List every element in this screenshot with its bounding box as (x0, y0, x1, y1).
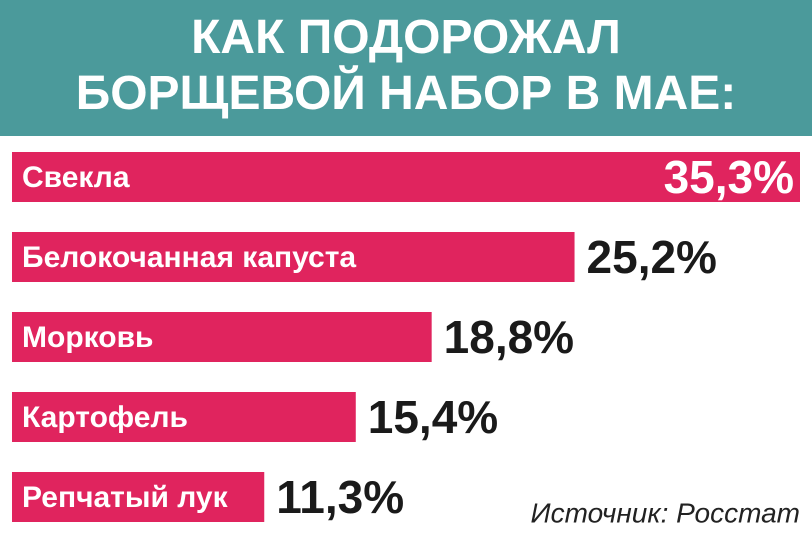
source: Источник: Росстат (531, 497, 800, 528)
value-label: 15,4% (368, 391, 498, 443)
category-label: Белокочанная капуста (22, 241, 356, 274)
value-label: 25,2% (587, 231, 717, 283)
bar (12, 312, 432, 362)
chart-title: КАК ПОДОРОЖАЛ БОРЩЕВОЙ НАБОР В МАЕ: (0, 0, 812, 136)
category-label: Картофель (22, 401, 188, 434)
category-label: Свекла (22, 161, 130, 194)
bar (12, 152, 800, 202)
value-label: 11,3% (276, 471, 404, 523)
bar (12, 472, 265, 522)
value-label: 18,8% (444, 311, 574, 363)
value-label: 35,3% (664, 151, 794, 203)
category-label: Морковь (22, 321, 153, 354)
bar (12, 392, 356, 442)
category-label: Репчатый лук (22, 481, 229, 514)
bar (12, 232, 575, 282)
